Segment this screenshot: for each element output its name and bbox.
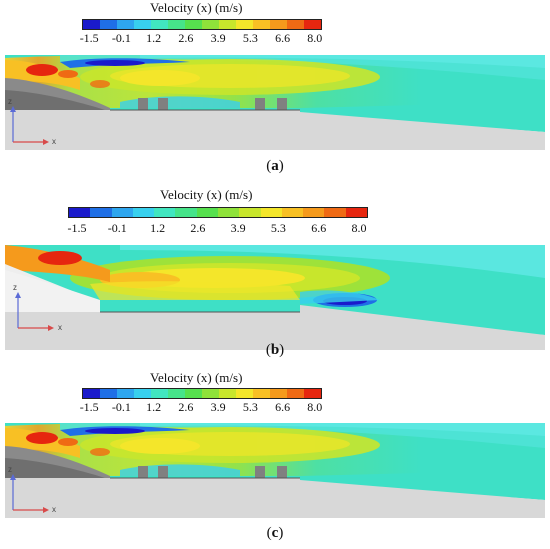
colorbar-swatch (100, 20, 117, 29)
colorbar-swatch (90, 208, 112, 217)
colorbar-swatch (154, 208, 176, 217)
figure-panel-a: Velocity (x) (m/s) -1.5 -0.1 1.2 2.6 3.9 5.3 6… (0, 0, 550, 180)
colorbar-tick-label: 8.0 (307, 400, 323, 414)
colorbar-tick-label: 3.9 (210, 400, 226, 414)
colorbar-swatch (83, 20, 100, 29)
colorbar-swatch (236, 389, 253, 398)
colorbar-tick-label: 1.2 (150, 221, 166, 235)
colorbar-swatch (324, 208, 346, 217)
colorbar (68, 207, 368, 218)
colorbar-tick-label: 8.0 (307, 31, 323, 45)
colorbar-swatch (134, 389, 151, 398)
colorbar-swatch (260, 208, 282, 217)
colorbar-swatch (202, 389, 219, 398)
flow-velocity-field: z x (5, 423, 545, 518)
colorbar-swatch (132, 208, 155, 217)
axis-x-label: x (52, 137, 56, 146)
colorbar-ticks: -1.5 -0.1 1.2 2.6 3.9 5.3 6.6 8.0 (0, 221, 550, 237)
colorbar-tick-label: 8.0 (351, 221, 367, 235)
colorbar-ticks: -1.5 -0.1 1.2 2.6 3.9 5.3 6.6 8.0 (0, 400, 550, 416)
colorbar-swatch (219, 389, 236, 398)
colorbar-tick-label: 1.2 (146, 31, 162, 45)
colorbar-swatch (151, 20, 168, 29)
colorbar-swatch (287, 389, 304, 398)
colorbar-tick-label: 3.9 (210, 31, 226, 45)
axis-z-label: z (8, 97, 12, 106)
colorbar-swatch (270, 20, 287, 29)
colorbar-swatch (217, 208, 240, 217)
colorbar-swatch (303, 208, 325, 217)
colorbar-swatch (185, 389, 202, 398)
colorbar-swatch (111, 208, 133, 217)
panel-caption: (a) (266, 158, 284, 174)
colorbar-swatch (117, 389, 134, 398)
colorbar-swatch (253, 389, 270, 398)
axis-triad: z x (13, 283, 62, 332)
colorbar-swatch (304, 389, 321, 398)
colorbar-swatch (219, 20, 236, 29)
colorbar-swatch (185, 20, 202, 29)
panel-caption: (c) (266, 525, 284, 541)
colorbar-swatch (83, 389, 100, 398)
colorbar-tick-label: -0.1 (107, 221, 127, 235)
colorbar-swatch (287, 20, 304, 29)
axis-x-label: x (52, 505, 56, 514)
colorbar-tick-label: -0.1 (111, 31, 131, 45)
figure-panel-c: Velocity (x) (m/s) -1.5 -0.1 1.2 2.6 3.9 5.3 6… (0, 370, 550, 549)
axis-triad: z x (8, 465, 56, 514)
colorbar (82, 19, 322, 30)
colorbar-tick-label: -1.5 (67, 221, 87, 235)
flow-velocity-field: z x (5, 245, 545, 350)
colorbar-swatch (134, 20, 151, 29)
axis-triad: z x (8, 97, 56, 146)
figure-panel-b: Velocity (x) (m/s) -1.5 -0.1 1.2 2.6 3.9 5.3 6… (0, 185, 550, 365)
colorbar-tick-label: -0.1 (111, 400, 131, 414)
axis-x-label: x (58, 323, 62, 332)
colorbar-tick-label: 5.3 (270, 221, 286, 235)
colorbar-swatch (345, 208, 367, 217)
colorbar-tick-label: 6.6 (275, 31, 291, 45)
axis-z-label: z (13, 283, 17, 292)
colorbar-swatch (304, 20, 321, 29)
colorbar-tick-label: -1.5 (79, 400, 99, 414)
colorbar-swatch (281, 208, 304, 217)
colorbar-swatch (270, 389, 287, 398)
colorbar-tick-label: 6.6 (275, 400, 291, 414)
colorbar (82, 388, 322, 399)
colorbar-tick-label: 1.2 (146, 400, 162, 414)
colorbar-swatch (175, 208, 197, 217)
colorbar-tick-label: 5.3 (242, 400, 258, 414)
axis-z-label: z (8, 465, 12, 474)
panel-caption: (b) (265, 342, 285, 358)
colorbar-swatch (196, 208, 218, 217)
colorbar-tick-label: 2.6 (178, 400, 194, 414)
colorbar-tick-label: 2.6 (178, 31, 194, 45)
colorbar-swatch (100, 389, 117, 398)
colorbar-swatch (202, 20, 219, 29)
colorbar-tick-label: 6.6 (311, 221, 327, 235)
colorbar-swatch (168, 20, 185, 29)
colorbar-swatch (69, 208, 91, 217)
colorbar-swatch (253, 20, 270, 29)
colorbar-swatch (168, 389, 185, 398)
colorbar-tick-label: 3.9 (230, 221, 246, 235)
colorbar-tick-label: 5.3 (242, 31, 258, 45)
colorbar-tick-label: 2.6 (190, 221, 206, 235)
legend-title: Velocity (x) (m/s) (150, 370, 243, 385)
legend-title: Velocity (x) (m/s) (160, 187, 253, 202)
colorbar-ticks: -1.5 -0.1 1.2 2.6 3.9 5.3 6.6 8.0 (0, 31, 550, 47)
legend-title: Velocity (x) (m/s) (150, 0, 243, 15)
colorbar-swatch (239, 208, 261, 217)
colorbar-swatch (236, 20, 253, 29)
colorbar-swatch (117, 20, 134, 29)
flow-velocity-field: z x (5, 55, 545, 150)
colorbar-tick-label: -1.5 (79, 31, 99, 45)
colorbar-swatch (151, 389, 168, 398)
